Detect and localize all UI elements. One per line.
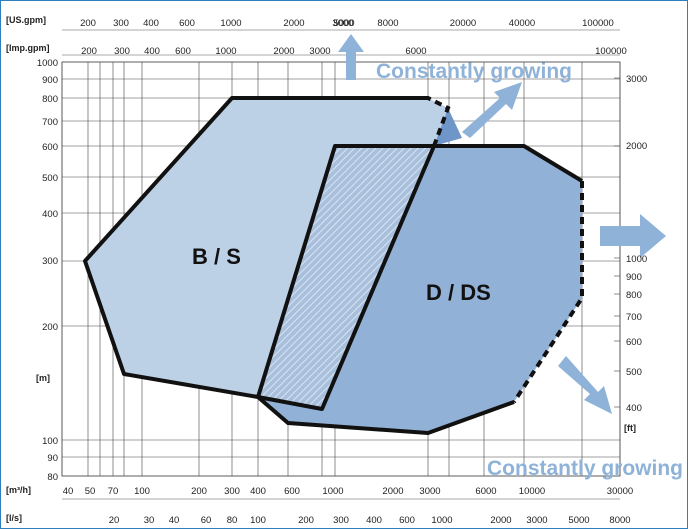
left-tick-label: 300 — [42, 256, 58, 267]
left-tick-label: 80 — [47, 472, 58, 483]
top2-tick-label: 1000 — [215, 46, 236, 57]
arrow-up-icon — [338, 34, 364, 80]
top1-tick-label: 200 — [80, 18, 96, 29]
top2-tick-label: 3000 — [309, 46, 330, 57]
bottom1-tick-label: 6000 — [475, 486, 496, 497]
label-dds: D / DS — [426, 280, 491, 305]
top1-tick-label: 8000 — [377, 18, 398, 29]
left-tick-label: 700 — [42, 117, 58, 128]
right-tick-label: 700 — [626, 312, 642, 323]
region-dds — [258, 146, 582, 433]
top1-tick-label: 100000 — [582, 18, 614, 29]
top1-tick-label: 40000 — [509, 18, 535, 29]
top1-tick-label: 1000 — [220, 18, 241, 29]
left-tick-label: 400 — [42, 209, 58, 220]
left-tick-label: 500 — [42, 173, 58, 184]
bottom1-tick-label: 50 — [85, 486, 96, 497]
overlap-outline — [257, 145, 436, 411]
bottom2-tick-label: 5000 — [568, 515, 589, 526]
bs-outline-dashed — [232, 96, 451, 147]
top1-tick-label: 600 — [179, 18, 195, 29]
right-tick-label: 2000 — [626, 141, 647, 152]
annotation-bottom: Constantly growing — [487, 457, 683, 480]
bottom1-tick-label: 3000 — [419, 486, 440, 497]
top2-tick-label: 200 — [81, 46, 97, 57]
bottom1-tick-label: 1000 — [322, 486, 343, 497]
bottom2-tick-label: 60 — [201, 515, 212, 526]
arrow-right-icon — [600, 214, 666, 258]
top2-tick-label: 2000 — [273, 46, 294, 57]
bottom1-tick-label: 200 — [191, 486, 207, 497]
annotation-top: Constantly growing — [376, 60, 572, 83]
bottom1-tick-label: 70 — [108, 486, 119, 497]
right-axis-unit: [ft] — [624, 423, 636, 433]
top2-tick-label: 400 — [144, 46, 160, 57]
bottom1-tick-label: 600 — [284, 486, 300, 497]
bottom2-tick-label: 300 — [333, 515, 349, 526]
bottom2-tick-label: 600 — [399, 515, 415, 526]
top2-tick-label: 600 — [175, 46, 191, 57]
dds-outline-bottom — [256, 395, 515, 435]
bottom2-tick-label: 400 — [366, 515, 382, 526]
top1-tick-label: 400 — [143, 18, 159, 29]
right-tick-label: 400 — [626, 403, 642, 414]
bottom1-tick-label: 100 — [134, 486, 150, 497]
top2-tick-label: 100000 — [595, 46, 627, 57]
left-tick-label: 800 — [42, 94, 58, 105]
right-tick-label: 500 — [626, 367, 642, 378]
bottom2-tick-label: 2000 — [490, 515, 511, 526]
arrow-diagonal-down-icon — [558, 356, 612, 414]
right-tick-label: 900 — [626, 272, 642, 283]
right-tick-label: 600 — [626, 337, 642, 348]
top-axis-1-unit: [US.gpm] — [6, 15, 46, 25]
bottom2-tick-label: 1000 — [431, 515, 452, 526]
bottom1-tick-label: 2000 — [382, 486, 403, 497]
bottom2-tick-label: 80 — [227, 515, 238, 526]
bottom-axis-2-unit: [l/s] — [6, 513, 22, 523]
bottom1-tick-label: 300 — [224, 486, 240, 497]
top1-tick-label: 3000 — [332, 18, 353, 29]
bottom2-tick-label: 100 — [250, 515, 266, 526]
top2-tick-label: 300 — [114, 46, 130, 57]
bottom2-tick-label: 40 — [169, 515, 180, 526]
region-dds-tip — [434, 108, 462, 146]
top1-tick-label: 300 — [113, 18, 129, 29]
left-tick-label: 90 — [47, 453, 58, 464]
right-tick-label: 3000 — [626, 74, 647, 85]
left-tick-label: 200 — [42, 322, 58, 333]
label-bs: B / S — [192, 244, 241, 269]
bottom1-tick-label: 400 — [250, 486, 266, 497]
bottom2-tick-label: 30 — [144, 515, 155, 526]
left-tick-label: 900 — [42, 75, 58, 86]
top1-tick-label: 5000 — [333, 18, 354, 29]
top2-tick-label: 6000 — [405, 46, 426, 57]
bottom1-tick-label: 10000 — [519, 486, 545, 497]
right-tick-label: 1000 — [626, 254, 647, 265]
left-axis-unit: [m] — [36, 373, 50, 383]
bottom2-tick-label: 200 — [298, 515, 314, 526]
bottom1-tick-label: 40 — [63, 486, 74, 497]
right-tick-label: 800 — [626, 290, 642, 301]
left-tick-label: 100 — [42, 436, 58, 447]
bottom2-tick-label: 8000 — [609, 515, 630, 526]
dds-outline-top — [434, 144, 584, 183]
dds-outline-dashed — [512, 181, 584, 404]
bottom2-tick-label: 3000 — [526, 515, 547, 526]
top1-tick-label: 2000 — [283, 18, 304, 29]
bottom1-tick-label: 30000 — [607, 486, 633, 497]
region-overlap-hatched — [258, 146, 434, 409]
left-tick-label: 600 — [42, 142, 58, 153]
left-tick-label: 1000 — [37, 58, 58, 69]
top1-tick-label: 20000 — [450, 18, 476, 29]
top-axis-2-unit: [Imp.gpm] — [6, 43, 50, 53]
bottom2-tick-label: 20 — [109, 515, 120, 526]
arrow-diagonal-up-icon — [462, 82, 522, 138]
bottom-axis-1-unit: [m³/h] — [6, 485, 31, 495]
